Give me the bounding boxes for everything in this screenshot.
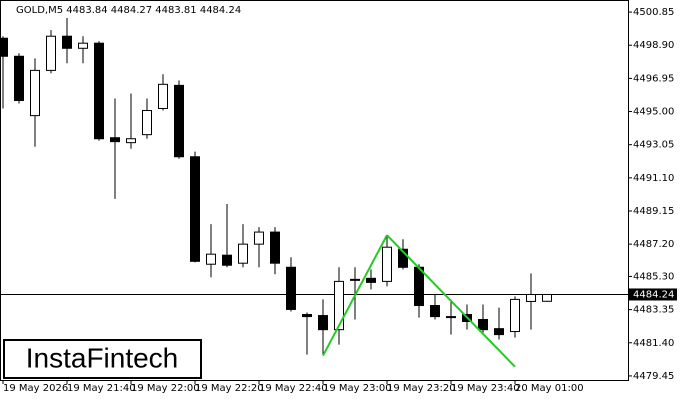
current-price-label: 4484.24 xyxy=(633,289,674,300)
candle-body xyxy=(142,110,152,136)
candle-body xyxy=(494,328,504,336)
candle-body xyxy=(510,298,520,333)
candle-body xyxy=(430,305,440,318)
candle-body xyxy=(350,278,360,281)
candle-body xyxy=(62,35,72,49)
x-tick-label: 19 May 21:40 xyxy=(67,383,136,394)
candle-body xyxy=(542,293,552,302)
y-tick-label: 4483.35 xyxy=(633,305,674,316)
x-tick-label: 19 May 23:20 xyxy=(387,383,456,394)
candle-body xyxy=(334,280,344,331)
x-tick-label: 19 May 23:00 xyxy=(323,383,392,394)
y-tick-label: 4485.30 xyxy=(633,271,674,282)
logo-box xyxy=(3,339,202,379)
y-tick-label: 4493.05 xyxy=(633,140,674,151)
pattern-line xyxy=(386,234,516,368)
candle-body xyxy=(382,246,392,282)
y-tick-label: 4498.90 xyxy=(633,40,674,51)
x-tick-label: 19 May 23:40 xyxy=(451,383,520,394)
logo: InstaFintech xyxy=(26,342,179,373)
y-tick-label: 4481.40 xyxy=(633,338,674,349)
x-tick-label: 19 May 22:00 xyxy=(131,383,200,394)
x-tick-label: 20 May 01:00 xyxy=(515,383,584,394)
candle-body xyxy=(94,42,104,140)
y-tick-label: 4491.10 xyxy=(633,173,674,184)
candle-body xyxy=(286,266,296,310)
candle-body xyxy=(190,156,200,262)
candle-body xyxy=(174,84,184,158)
x-tick-label: 19 May 22:40 xyxy=(259,383,328,394)
y-tick-label: 4487.20 xyxy=(633,239,674,250)
current-price-box xyxy=(629,288,677,301)
candle-body xyxy=(318,315,328,331)
candle-body xyxy=(126,138,136,144)
x-tick-label: 19 May 22:20 xyxy=(195,383,264,394)
chart-header: GOLD,M5 4483.84 4484.27 4483.81 4484.24 xyxy=(16,5,241,16)
candle-body xyxy=(366,277,376,283)
candle-body xyxy=(254,231,264,245)
plot-frame xyxy=(0,0,629,381)
candle-body xyxy=(238,243,248,264)
y-tick-label: 4489.15 xyxy=(633,206,674,217)
candle-body xyxy=(206,253,216,265)
pattern-line xyxy=(322,234,388,357)
candle-body xyxy=(446,316,456,319)
candle-body xyxy=(14,55,24,101)
candle-body xyxy=(414,266,424,307)
candle-body xyxy=(302,314,312,318)
y-tick-label: 4500.85 xyxy=(633,7,674,18)
candle-body xyxy=(270,231,280,264)
x-tick-label: 19 May 2026 xyxy=(3,383,68,394)
candle-body xyxy=(158,83,168,109)
y-tick-label: 4496.95 xyxy=(633,73,674,84)
candle-body xyxy=(222,254,232,266)
candle-body xyxy=(0,37,8,57)
y-tick-label: 4495.00 xyxy=(633,107,674,118)
candle-body xyxy=(78,42,88,49)
candle-body xyxy=(110,137,120,143)
candle-body xyxy=(478,318,488,331)
candle-body xyxy=(398,248,408,268)
candle-body xyxy=(30,69,40,117)
candle-body xyxy=(526,293,536,302)
candle-body xyxy=(46,35,56,71)
y-tick-label: 4479.45 xyxy=(633,371,674,382)
